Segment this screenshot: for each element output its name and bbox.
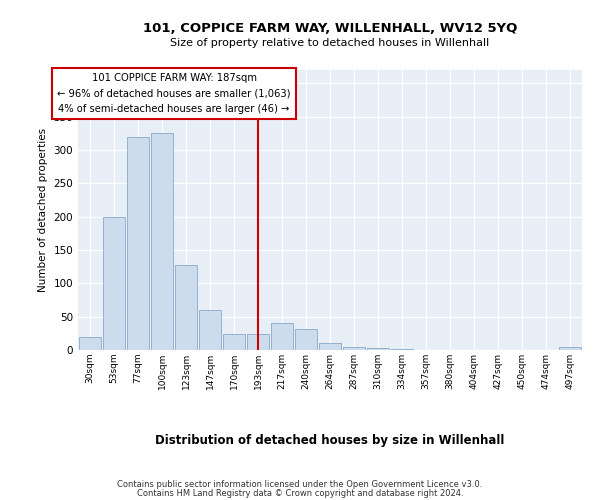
Bar xyxy=(175,264,197,350)
X-axis label: Distribution of detached houses by size in Willenhall: Distribution of detached houses by size … xyxy=(155,434,505,446)
Bar xyxy=(247,334,269,350)
Bar xyxy=(79,336,101,350)
Text: 101, COPPICE FARM WAY, WILLENHALL, WV12 5YQ: 101, COPPICE FARM WAY, WILLENHALL, WV12 … xyxy=(143,22,517,36)
Bar xyxy=(127,136,149,350)
Bar xyxy=(559,346,581,350)
Text: Contains public sector information licensed under the Open Government Licence v3: Contains public sector information licen… xyxy=(118,480,482,489)
Text: 101 COPPICE FARM WAY: 187sqm
← 96% of detached houses are smaller (1,063)
4% of : 101 COPPICE FARM WAY: 187sqm ← 96% of de… xyxy=(57,72,291,114)
Bar xyxy=(199,310,221,350)
Bar xyxy=(343,346,365,350)
Bar xyxy=(271,324,293,350)
Bar xyxy=(223,334,245,350)
Bar xyxy=(295,328,317,350)
Bar xyxy=(319,344,341,350)
Bar xyxy=(367,348,389,350)
Y-axis label: Number of detached properties: Number of detached properties xyxy=(38,128,48,292)
Text: Contains HM Land Registry data © Crown copyright and database right 2024.: Contains HM Land Registry data © Crown c… xyxy=(137,488,463,498)
Bar xyxy=(103,216,125,350)
Text: Size of property relative to detached houses in Willenhall: Size of property relative to detached ho… xyxy=(170,38,490,48)
Bar xyxy=(151,134,173,350)
